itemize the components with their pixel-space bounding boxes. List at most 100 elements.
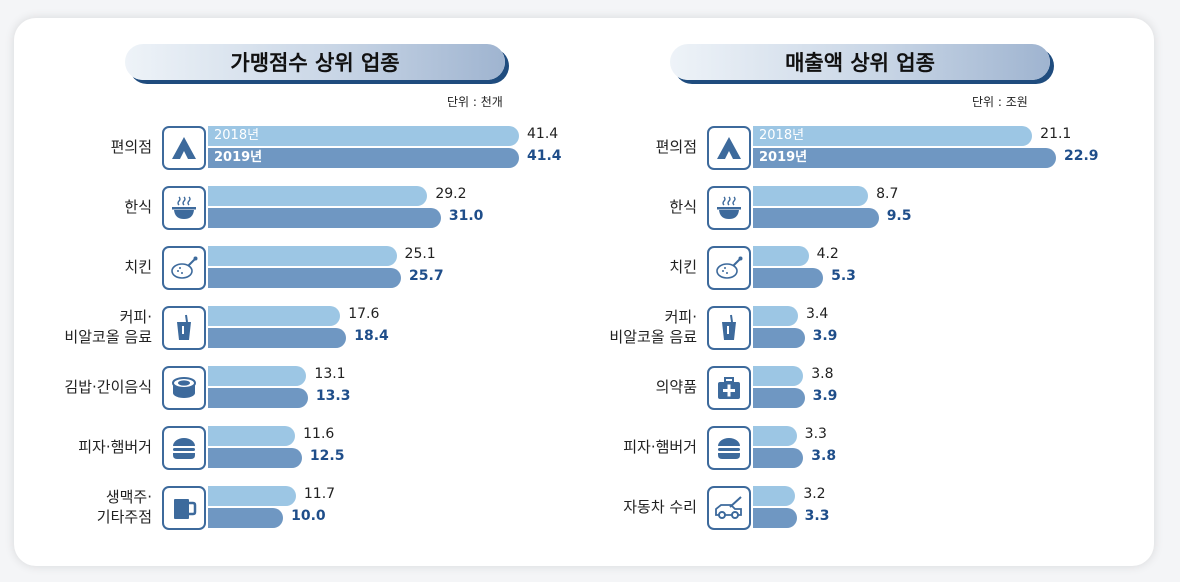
chicken-icon bbox=[162, 246, 206, 290]
category-label-line: 김밥·간이음식 bbox=[64, 378, 152, 396]
value-label-2019: 12.5 bbox=[309, 448, 345, 464]
value-label-2018: 25.1 bbox=[404, 246, 436, 262]
category-label-line: 비알코올 음료 bbox=[609, 328, 697, 346]
category-label: 한식 bbox=[545, 197, 697, 217]
convenience-store-icon bbox=[162, 126, 206, 170]
category-label: 편의점 bbox=[0, 137, 152, 157]
category-label: 한식 bbox=[0, 197, 152, 217]
category-label-line: 기타주점 bbox=[96, 508, 152, 526]
convenience-store-icon bbox=[707, 126, 751, 170]
beer-mug-icon bbox=[162, 486, 206, 530]
value-label-2019: 5.3 bbox=[831, 268, 856, 284]
bar-2018 bbox=[753, 126, 1033, 146]
category-label-line: 비알코올 음료 bbox=[64, 328, 152, 346]
value-label-2019: 18.4 bbox=[354, 328, 389, 344]
category-label-line: 치킨 bbox=[669, 258, 697, 276]
unit-label: 단위 : 천개 bbox=[447, 95, 503, 109]
value-label-2018: 41.4 bbox=[527, 126, 559, 142]
korean-food-bowl-icon bbox=[707, 186, 751, 230]
category-label-line: 편의점 bbox=[655, 138, 697, 156]
value-label-2018: 11.7 bbox=[303, 486, 336, 502]
category-label: 치킨 bbox=[545, 257, 697, 277]
value-label-2019: 41.4 bbox=[527, 148, 562, 164]
value-label-2018: 11.6 bbox=[303, 426, 335, 442]
value-label-2019: 10.0 bbox=[291, 508, 326, 524]
legend-2018: 2018년 bbox=[214, 128, 260, 143]
bar-2019 bbox=[753, 508, 797, 528]
value-label-2018: 3.4 bbox=[805, 306, 829, 322]
drink-cup-icon bbox=[162, 306, 206, 350]
category-label-line: 피자·햄버거 bbox=[78, 438, 152, 456]
category-label-line: 치킨 bbox=[124, 258, 152, 276]
bar-2019 bbox=[753, 388, 805, 408]
hamburger-icon bbox=[707, 426, 751, 470]
category-label: 치킨 bbox=[0, 257, 152, 277]
value-label-2019: 31.0 bbox=[448, 208, 484, 224]
value-label-2019: 3.9 bbox=[812, 328, 838, 344]
value-label-2018: 3.2 bbox=[803, 486, 826, 502]
chicken-icon bbox=[707, 246, 751, 290]
bar-2018 bbox=[208, 246, 397, 266]
category-label: 편의점 bbox=[545, 137, 697, 157]
category-label: 자동차 수리 bbox=[545, 497, 697, 517]
bar-2019 bbox=[208, 208, 441, 228]
bar-2019 bbox=[753, 208, 879, 228]
category-label-line: 피자·햄버거 bbox=[623, 438, 697, 456]
value-label-2018: 3.3 bbox=[804, 426, 827, 442]
value-label-2019: 3.3 bbox=[804, 508, 830, 524]
value-label-2018: 3.8 bbox=[811, 366, 834, 382]
bar-2019 bbox=[208, 328, 347, 348]
bar-2018 bbox=[753, 486, 796, 506]
bar-2018 bbox=[753, 246, 809, 266]
bar-2019 bbox=[753, 328, 805, 348]
drink-cup-icon bbox=[707, 306, 751, 350]
gimbap-icon bbox=[162, 366, 206, 410]
value-label-2018: 17.6 bbox=[348, 306, 380, 322]
category-label: 의약품 bbox=[545, 377, 697, 397]
bar-2018 bbox=[208, 426, 296, 446]
category-label-line: 의약품 bbox=[655, 378, 697, 396]
value-label-2018: 4.2 bbox=[816, 246, 839, 262]
category-label-line: 커피· bbox=[119, 308, 152, 326]
sales-chart: 매출액 상위 업종 단위 : 조원 편의점 2018년 21.1 2019년 22.9 한… bbox=[545, 0, 1105, 582]
unit-label: 단위 : 조원 bbox=[972, 95, 1028, 109]
value-label-2018: 29.2 bbox=[435, 186, 467, 202]
bar-2019 bbox=[208, 268, 402, 288]
bar-2018 bbox=[208, 366, 307, 386]
bar-2018 bbox=[753, 426, 797, 446]
franchise-count-chart: 가맹점수 상위 업종 단위 : 천개 편의점 2018년 41.4 2019년 41.4… bbox=[0, 0, 562, 582]
value-label-2019: 9.5 bbox=[886, 208, 912, 224]
chart-card bbox=[14, 18, 1154, 566]
chart-title: 매출액 상위 업종 bbox=[670, 44, 1050, 80]
category-label: 생맥주· 기타주점 bbox=[0, 487, 152, 527]
chart-title: 가맹점수 상위 업종 bbox=[125, 44, 505, 80]
bar-2018 bbox=[208, 186, 428, 206]
value-label-2018: 8.7 bbox=[876, 186, 899, 202]
legend-2019: 2019년 bbox=[759, 150, 808, 165]
legend-2019: 2019년 bbox=[214, 150, 263, 165]
bar-2018 bbox=[208, 486, 296, 506]
category-label: 피자·햄버거 bbox=[545, 437, 697, 457]
value-label-2019: 22.9 bbox=[1064, 148, 1099, 164]
category-label: 김밥·간이음식 bbox=[0, 377, 152, 397]
value-label-2019: 13.3 bbox=[315, 388, 351, 404]
bar-2018 bbox=[753, 186, 869, 206]
bar-2019 bbox=[208, 388, 308, 408]
category-label: 피자·햄버거 bbox=[0, 437, 152, 457]
bar-2018 bbox=[208, 306, 341, 326]
bar-2019 bbox=[753, 268, 824, 288]
medical-kit-icon bbox=[707, 366, 751, 410]
bar-2019 bbox=[208, 448, 302, 468]
value-label-2018: 13.1 bbox=[314, 366, 346, 382]
bar-2018 bbox=[208, 126, 519, 146]
bar-2019 bbox=[208, 508, 284, 528]
value-label-2019: 25.7 bbox=[409, 268, 444, 284]
hamburger-icon bbox=[162, 426, 206, 470]
car-repair-icon bbox=[707, 486, 751, 530]
bar-2019 bbox=[753, 448, 804, 468]
value-label-2019: 3.8 bbox=[811, 448, 837, 464]
category-label-line: 편의점 bbox=[110, 138, 152, 156]
korean-food-bowl-icon bbox=[162, 186, 206, 230]
value-label-2019: 3.9 bbox=[812, 388, 838, 404]
legend-2018: 2018년 bbox=[759, 128, 805, 143]
